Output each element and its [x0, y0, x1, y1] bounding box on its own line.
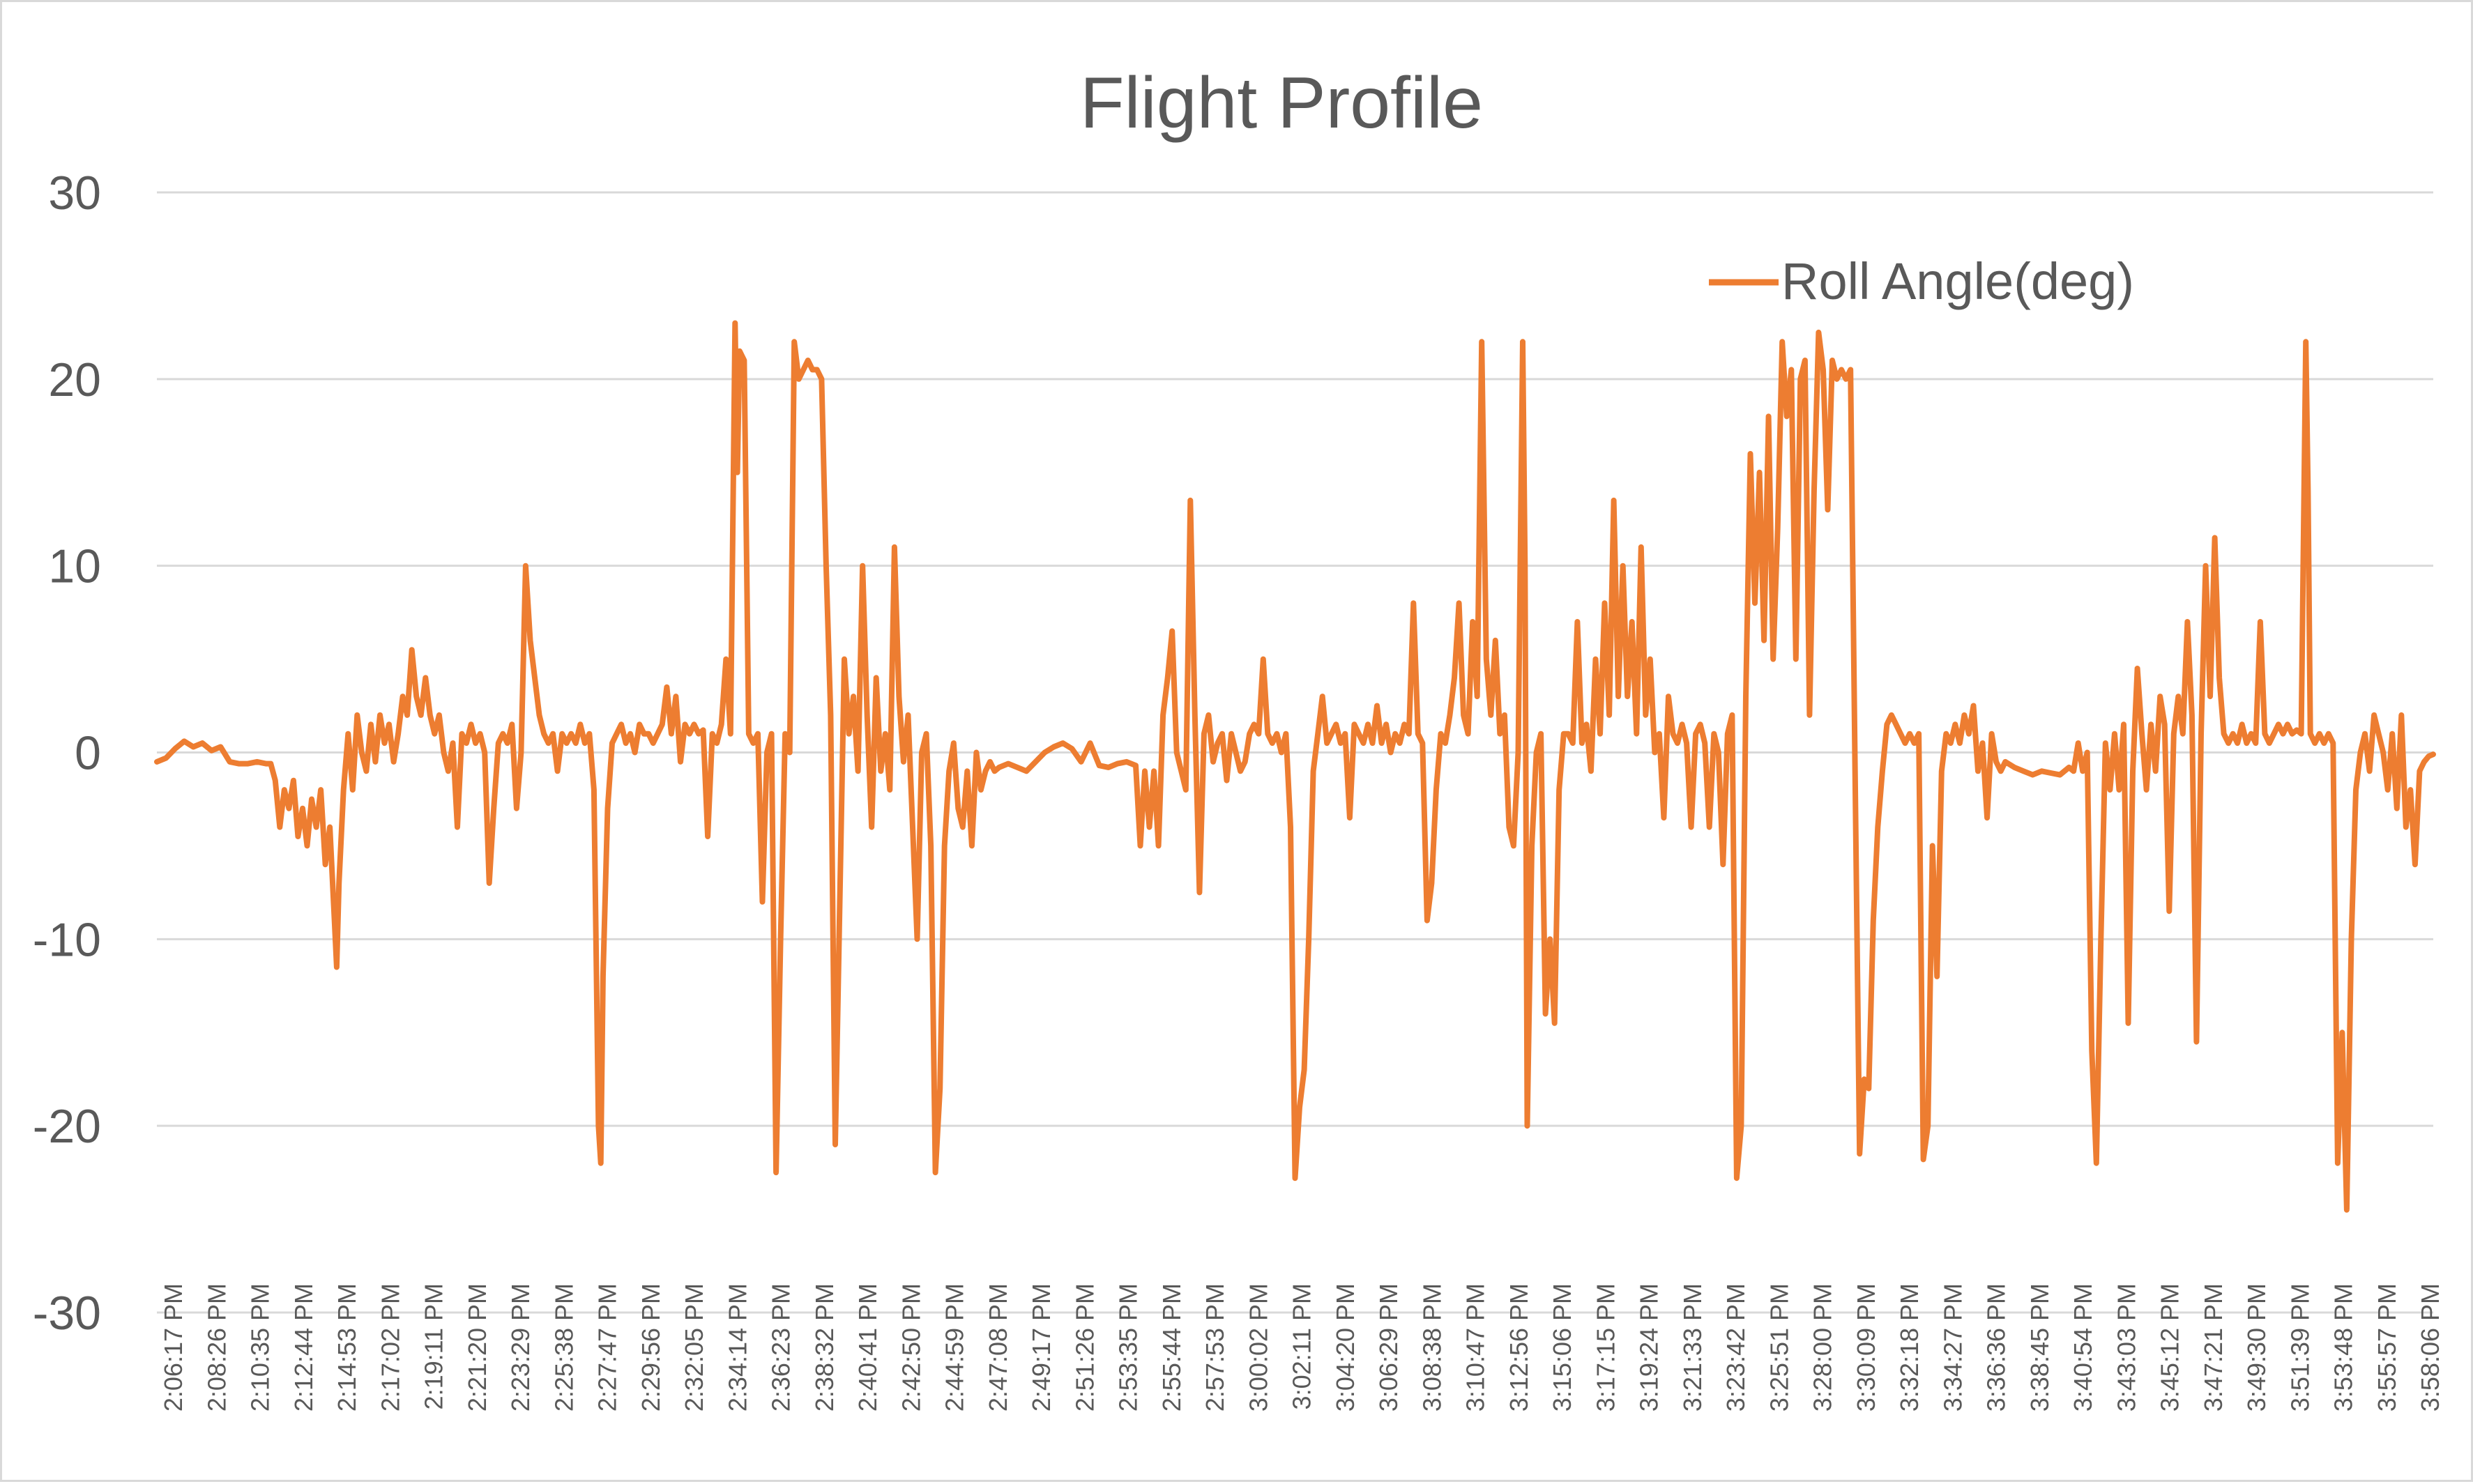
- x-tick-label: 2:38:32 PM: [810, 1283, 839, 1412]
- x-tick-label: 2:34:14 PM: [723, 1283, 752, 1412]
- x-tick-label: 2:29:56 PM: [637, 1283, 665, 1412]
- x-tick-label: 3:08:38 PM: [1417, 1283, 1446, 1412]
- y-tick-label: 10: [48, 540, 101, 593]
- x-tick-label: 2:10:35 PM: [246, 1283, 275, 1412]
- x-tick-label: 2:17:02 PM: [376, 1283, 404, 1412]
- x-tick-label: 2:53:35 PM: [1114, 1283, 1143, 1412]
- x-tick-label: 3:58:06 PM: [2416, 1283, 2444, 1412]
- x-tick-label: 2:36:23 PM: [767, 1283, 796, 1412]
- x-tick-label: 2:12:44 PM: [289, 1283, 318, 1412]
- x-tick-label: 2:51:26 PM: [1070, 1283, 1099, 1412]
- x-tick-label: 3:53:48 PM: [2329, 1283, 2358, 1412]
- x-tick-label: 2:08:26 PM: [202, 1283, 231, 1412]
- y-tick-label: 30: [48, 167, 101, 220]
- x-tick-label: 2:57:53 PM: [1201, 1283, 1229, 1412]
- y-tick-label: -30: [33, 1287, 101, 1340]
- x-tick-label: 3:02:11 PM: [1288, 1283, 1316, 1409]
- series-line-roll-angle: [154, 320, 2436, 1213]
- y-tick-label: -10: [33, 913, 101, 966]
- x-tick-label: 3:17:15 PM: [1591, 1283, 1620, 1412]
- x-tick-label: 3:10:47 PM: [1461, 1283, 1490, 1412]
- x-axis-tick-labels: 2:06:17 PM 2:08:26 PM 2:10:35 PM 2:12:44 PM…: [159, 1283, 2444, 1412]
- x-tick-label: 3:47:21 PM: [2199, 1283, 2228, 1412]
- x-tick-label: 2:19:11 PM: [420, 1283, 448, 1409]
- legend: Roll Angle(deg): [1709, 252, 2134, 310]
- x-tick-label: 3:36:36 PM: [1982, 1283, 2011, 1412]
- y-tick-label: -20: [33, 1100, 101, 1153]
- x-tick-label: 3:51:39 PM: [2285, 1283, 2314, 1412]
- x-tick-label: 3:49:30 PM: [2242, 1283, 2271, 1412]
- x-tick-label: 3:43:03 PM: [2112, 1283, 2140, 1412]
- x-tick-label: 3:00:02 PM: [1244, 1283, 1272, 1412]
- x-tick-label: 2:25:38 PM: [549, 1283, 578, 1412]
- x-tick-label: 2:27:47 PM: [593, 1283, 622, 1412]
- x-tick-label: 2:14:53 PM: [333, 1283, 361, 1412]
- x-tick-label: 3:12:56 PM: [1505, 1283, 1533, 1412]
- series-layer: [154, 320, 2436, 1213]
- x-tick-label: 3:32:18 PM: [1895, 1283, 1924, 1412]
- x-tick-label: 3:38:45 PM: [2025, 1283, 2054, 1412]
- x-tick-label: 3:23:42 PM: [1721, 1283, 1750, 1412]
- x-tick-label: 3:15:06 PM: [1548, 1283, 1576, 1412]
- x-tick-label: 2:23:29 PM: [506, 1283, 535, 1412]
- x-tick-label: 3:04:20 PM: [1331, 1283, 1360, 1412]
- x-tick-label: 2:32:05 PM: [680, 1283, 708, 1412]
- x-tick-label: 3:30:09 PM: [1852, 1283, 1880, 1412]
- x-tick-label: 3:40:54 PM: [2069, 1283, 2097, 1412]
- legend-label-roll-angle: Roll Angle(deg): [1781, 252, 2134, 310]
- x-tick-label: 2:49:17 PM: [1027, 1283, 1056, 1412]
- y-tick-label: 20: [48, 353, 101, 406]
- x-tick-label: 3:55:57 PM: [2373, 1283, 2401, 1412]
- x-tick-label: 3:25:51 PM: [1765, 1283, 1793, 1412]
- x-tick-label: 3:21:33 PM: [1678, 1283, 1707, 1412]
- x-tick-label: 3:45:12 PM: [2156, 1283, 2184, 1412]
- x-tick-label: 2:47:08 PM: [984, 1283, 1012, 1412]
- x-tick-label: 3:06:29 PM: [1374, 1283, 1403, 1412]
- chart-title: Flight Profile: [1080, 63, 1483, 144]
- x-tick-label: 2:40:41 PM: [853, 1283, 882, 1412]
- x-tick-label: 2:55:44 PM: [1157, 1283, 1186, 1412]
- y-axis-tick-labels: 30 20 10 0 -10 -20 -30: [33, 167, 101, 1340]
- x-tick-label: 3:19:24 PM: [1635, 1283, 1664, 1412]
- x-tick-label: 2:06:17 PM: [159, 1283, 188, 1412]
- x-tick-label: 2:21:20 PM: [463, 1283, 492, 1412]
- x-tick-label: 3:34:27 PM: [1938, 1283, 1967, 1412]
- x-tick-label: 2:44:59 PM: [941, 1283, 969, 1412]
- y-tick-label: 0: [75, 727, 101, 780]
- x-tick-label: 2:42:50 PM: [897, 1283, 925, 1412]
- x-tick-label: 3:28:00 PM: [1809, 1283, 1837, 1412]
